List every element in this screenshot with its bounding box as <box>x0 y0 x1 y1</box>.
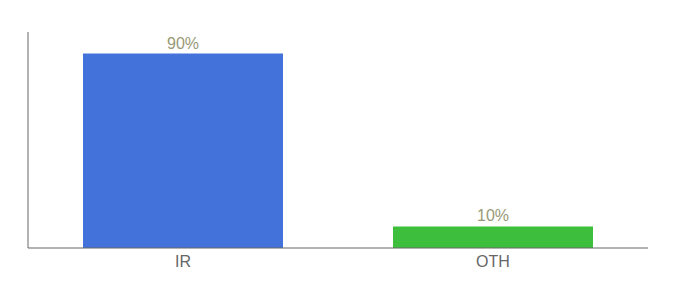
svg-text:IR: IR <box>175 253 191 270</box>
svg-text:90%: 90% <box>167 35 199 52</box>
svg-text:10%: 10% <box>477 207 509 224</box>
svg-text:OTH: OTH <box>476 253 510 270</box>
